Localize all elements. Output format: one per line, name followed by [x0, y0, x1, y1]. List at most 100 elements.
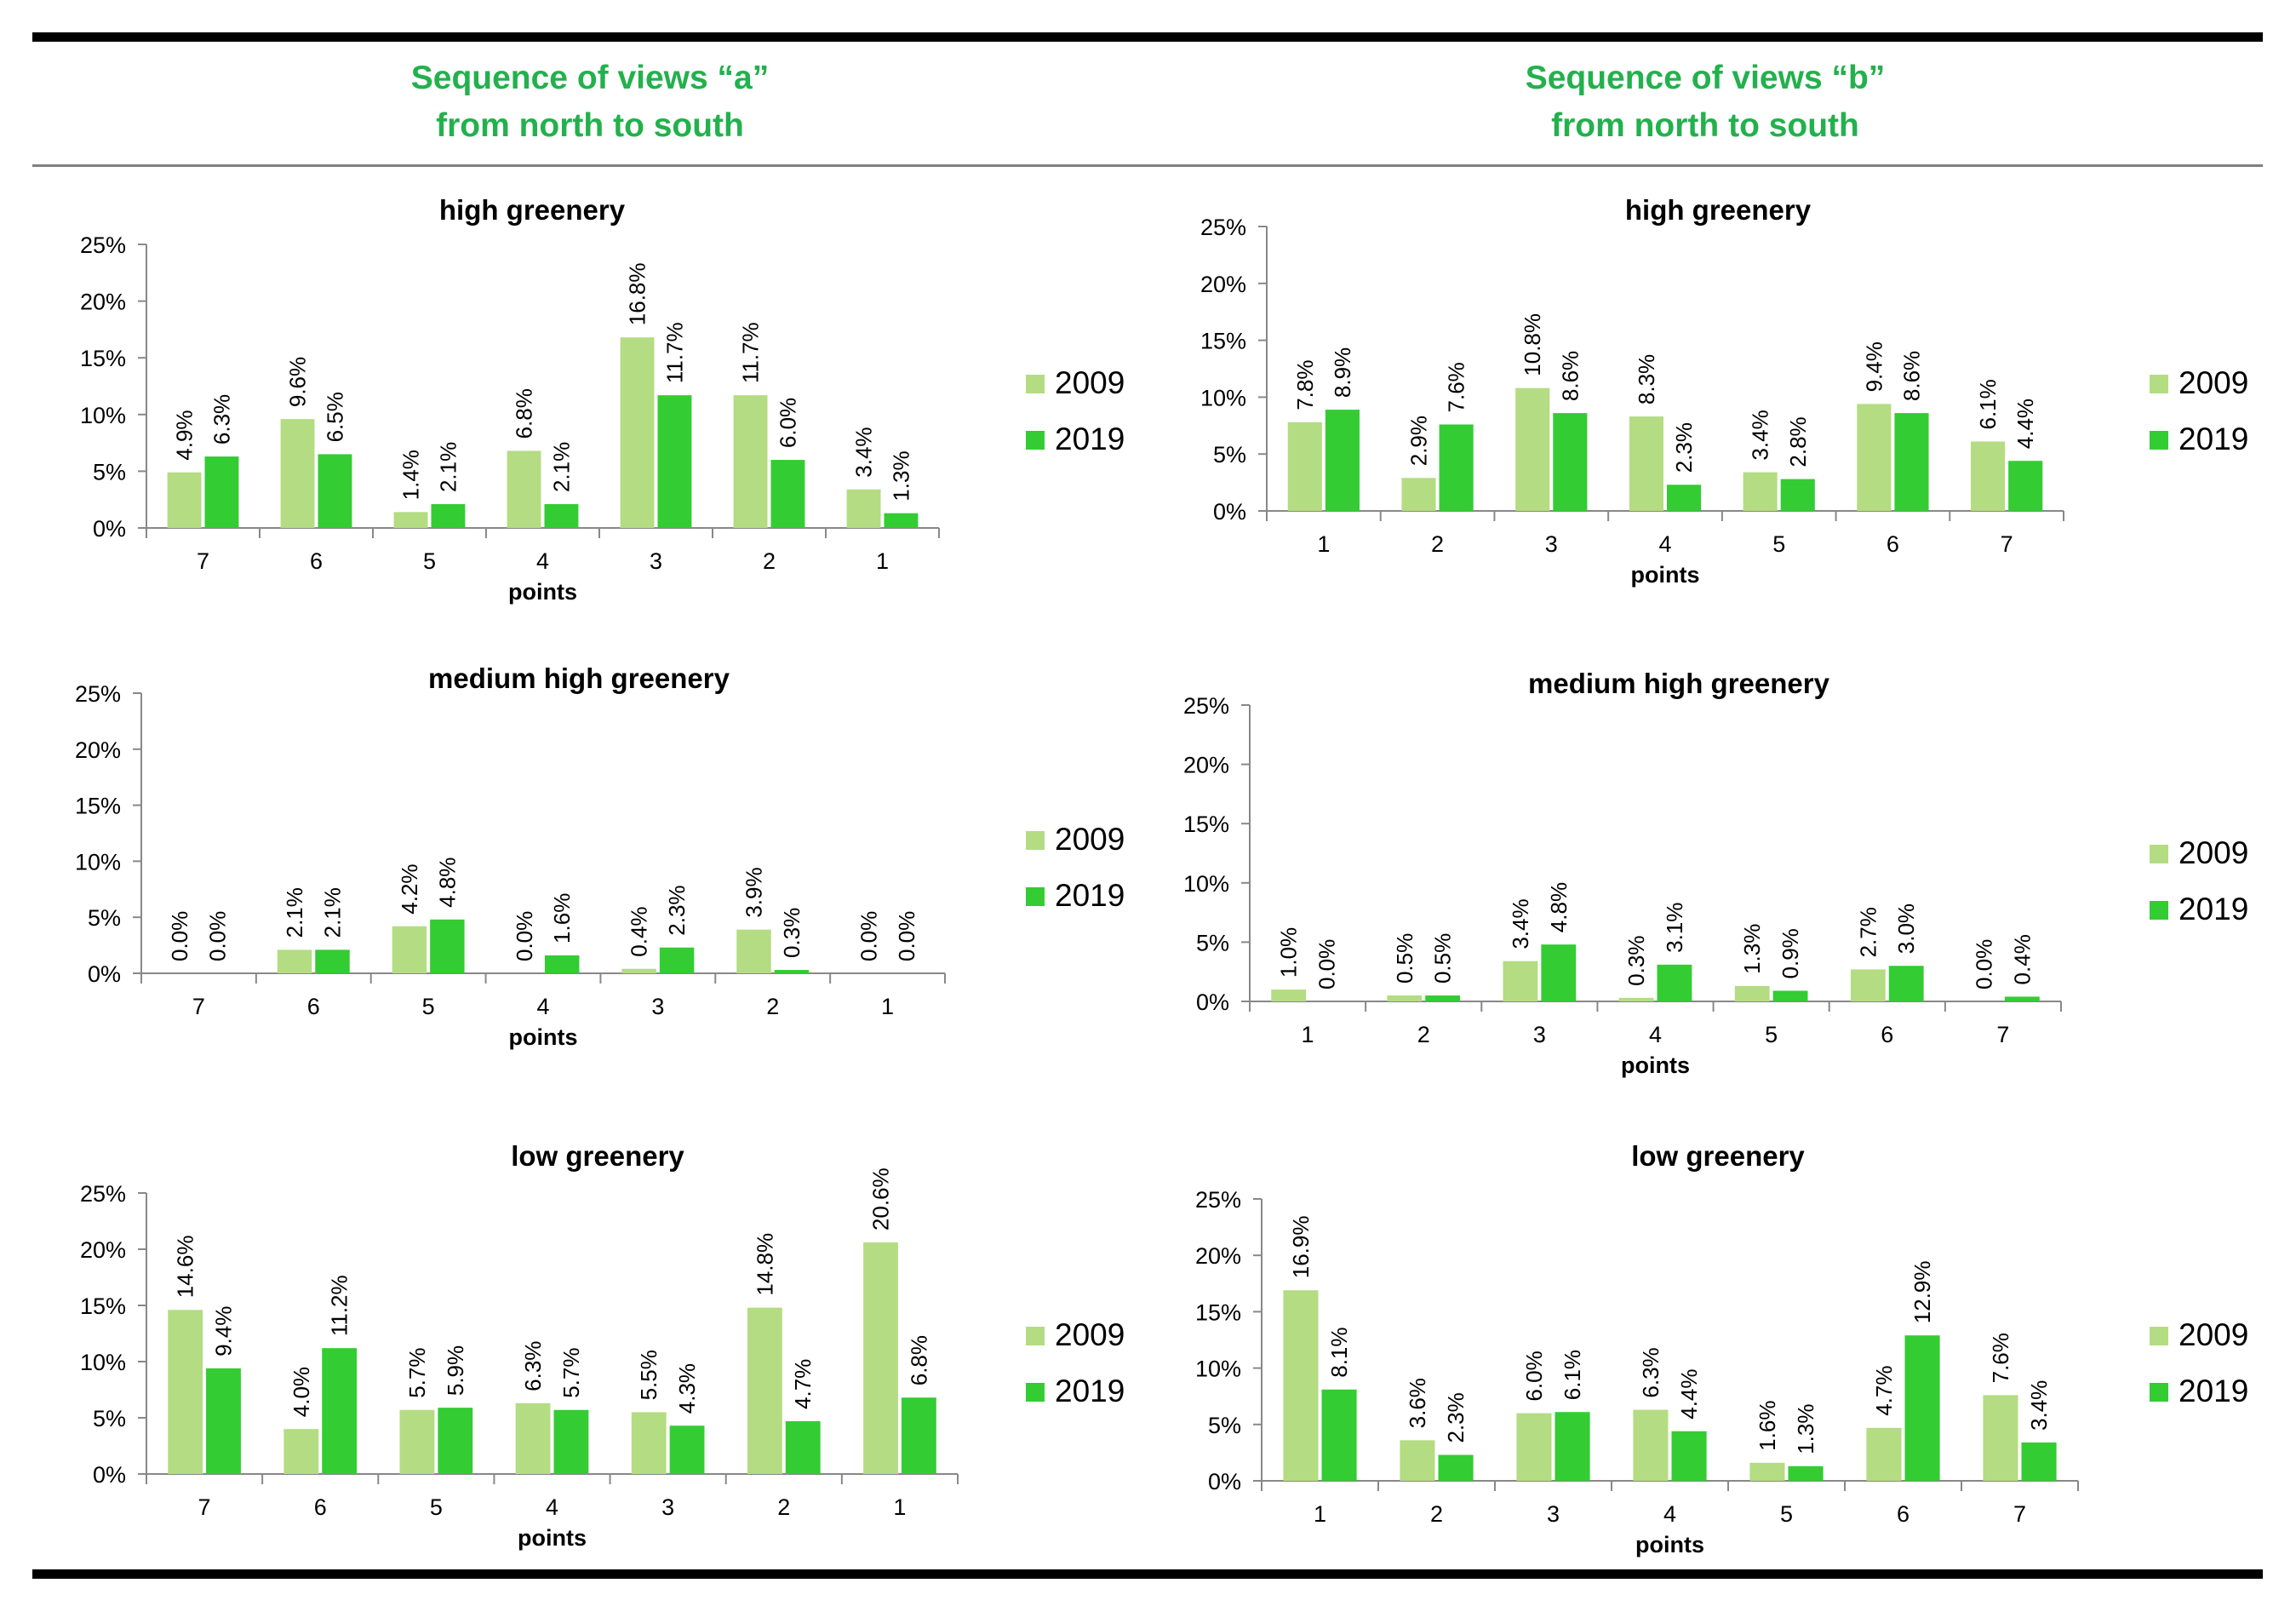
b-medium-y-tick-label: 20% [1183, 753, 1229, 778]
a-medium-legend-label-2019: 2019 [1055, 878, 1125, 913]
b-medium-bar-2019-4 [1657, 964, 1692, 1001]
b-medium-y-tick-label: 5% [1196, 930, 1229, 955]
b-high-data-label-2009-3: 10.8% [1520, 313, 1545, 376]
b-medium-bar-2019-3 [1541, 944, 1577, 1001]
b-high-x-axis-title: points [1631, 562, 1700, 588]
a-medium-bar-2019-4 [545, 955, 580, 973]
b-low-data-label-2019-6: 12.9% [1910, 1260, 1935, 1323]
b-low-data-label-2019-3: 6.1% [1560, 1350, 1585, 1400]
a-medium-bar-2019-6 [315, 949, 350, 973]
b-medium-data-label-2019-2: 0.5% [1430, 933, 1456, 984]
heading-sequence-a: Sequence of views “a” from north to sout… [164, 54, 1016, 150]
a-medium-y-tick-label: 0% [88, 961, 121, 987]
b-low-x-tick-label: 2 [1430, 1501, 1443, 1527]
b-low-bar-2019-4 [1671, 1431, 1707, 1481]
a-medium-bar-2019-2 [774, 970, 810, 973]
a-high-x-tick-label: 3 [650, 548, 662, 574]
a-medium-data-label-2019-4: 1.6% [549, 893, 575, 944]
b-low-x-tick-label: 1 [1314, 1501, 1326, 1527]
b-low-bar-2019-7 [2021, 1442, 2057, 1481]
a-high-legend-label-2019: 2019 [1055, 422, 1125, 456]
a-high-bar-2009-1 [846, 489, 881, 528]
b-high-data-label-2009-1: 7.8% [1292, 360, 1318, 410]
a-medium-x-tick-label: 5 [422, 994, 435, 1019]
a-low-y-tick-label: 25% [80, 1181, 126, 1207]
b-high-x-tick-label: 4 [1658, 531, 1671, 557]
b-high-legend-label-2009: 2009 [2179, 365, 2248, 400]
a-low-x-tick-label: 1 [893, 1494, 906, 1520]
a-low-data-label-2009-5: 5.7% [404, 1347, 430, 1397]
b-medium-bar-2009-4 [1618, 997, 1654, 1001]
b-high-bar-2019-3 [1553, 413, 1588, 511]
a-medium-bar-2009-6 [277, 949, 312, 973]
b-low-y-tick-label: 0% [1208, 1469, 1241, 1494]
a-medium-y-tick-label: 5% [88, 905, 121, 931]
b-high-legend-swatch-2009 [2150, 375, 2168, 393]
b-low-title: low greenery [1631, 1140, 1805, 1172]
a-high-bar-2009-7 [167, 472, 202, 528]
b-low-bar-2019-3 [1555, 1412, 1590, 1481]
a-low-x-tick-label: 3 [661, 1494, 674, 1520]
a-medium-data-label-2019-1: 0.0% [894, 911, 919, 961]
b-high-y-tick-label: 10% [1200, 385, 1246, 410]
b-high-data-label-2019-5: 2.8% [1785, 416, 1811, 467]
b-medium-y-tick-label: 15% [1183, 812, 1229, 837]
a-low-bar-2019-3 [669, 1425, 705, 1474]
a-high-bar-2019-5 [431, 504, 466, 528]
b-high-data-label-2009-4: 8.3% [1634, 354, 1659, 404]
a-high-data-label-2019-1: 1.3% [888, 450, 913, 501]
b-medium-bar-2009-6 [1850, 969, 1886, 1001]
b-low-legend-swatch-2019 [2150, 1383, 2168, 1402]
a-high-x-tick-label: 5 [423, 548, 436, 574]
a-low-bar-2009-3 [631, 1412, 667, 1474]
b-high-data-label-2009-6: 9.4% [1861, 341, 1887, 392]
b-high-bar-2009-3 [1515, 387, 1550, 511]
b-medium-data-label-2019-5: 0.9% [1778, 928, 1803, 978]
a-high-data-label-2019-3: 11.7% [661, 322, 687, 383]
b-high-y-tick-label: 15% [1200, 329, 1246, 354]
a-medium-x-axis-title: points [509, 1024, 578, 1050]
b-medium-y-tick-label: 25% [1183, 693, 1229, 719]
b-medium-x-tick-label: 3 [1533, 1022, 1546, 1047]
a-medium-legend-swatch-2009 [1026, 831, 1045, 850]
b-low-x-tick-label: 5 [1780, 1501, 1793, 1527]
a-high-bar-2009-5 [393, 512, 428, 528]
b-high-data-label-2009-2: 2.9% [1406, 416, 1432, 466]
b-medium-x-tick-label: 2 [1417, 1022, 1430, 1047]
a-high-x-tick-label: 7 [197, 548, 209, 574]
b-high-bar-2019-6 [1894, 413, 1929, 511]
a-medium-data-label-2009-2: 3.9% [741, 867, 766, 917]
b-medium-bar-2019-2 [1425, 995, 1461, 1001]
a-low-x-tick-label: 6 [314, 1494, 327, 1520]
a-medium-y-tick-label: 10% [75, 849, 121, 875]
b-low-data-label-2019-4: 4.4% [1676, 1368, 1702, 1419]
a-low-y-tick-label: 15% [80, 1293, 126, 1319]
a-low-y-tick-label: 0% [93, 1462, 126, 1488]
a-low-bar-2009-2 [747, 1307, 782, 1474]
a-medium-data-label-2009-3: 0.4% [627, 906, 652, 956]
a-medium-data-label-2009-7: 0.0% [167, 911, 192, 961]
b-low-x-tick-label: 6 [1897, 1501, 1910, 1527]
a-medium-x-tick-label: 7 [192, 994, 205, 1019]
heading-b-line1: Sequence of views “b” [1525, 60, 1886, 96]
a-low-y-tick-label: 20% [80, 1237, 126, 1263]
b-low-legend-swatch-2009 [2150, 1327, 2168, 1345]
b-high-bar-2019-1 [1325, 410, 1360, 511]
b-high-x-tick-label: 2 [1431, 531, 1444, 557]
top-border [32, 32, 2263, 42]
a-high-legend-swatch-2009 [1026, 375, 1045, 393]
b-medium-bar-2019-6 [1888, 966, 1924, 1001]
b-high-bar-2009-4 [1629, 416, 1663, 511]
a-low-data-label-2019-2: 4.7% [790, 1359, 816, 1409]
a-low-x-tick-label: 7 [198, 1494, 211, 1520]
a-low-data-label-2009-7: 14.6% [173, 1236, 198, 1299]
a-high-bar-2009-3 [620, 337, 655, 528]
a-low-x-tick-label: 5 [430, 1494, 443, 1520]
a-high-x-tick-label: 1 [876, 548, 889, 574]
b-high-y-tick-label: 0% [1213, 499, 1246, 525]
a-medium-legend-swatch-2019 [1026, 887, 1045, 906]
a-high-bar-2019-4 [544, 504, 579, 528]
a-low-bar-2009-5 [399, 1409, 435, 1474]
b-high-bar-2009-6 [1857, 404, 1892, 511]
